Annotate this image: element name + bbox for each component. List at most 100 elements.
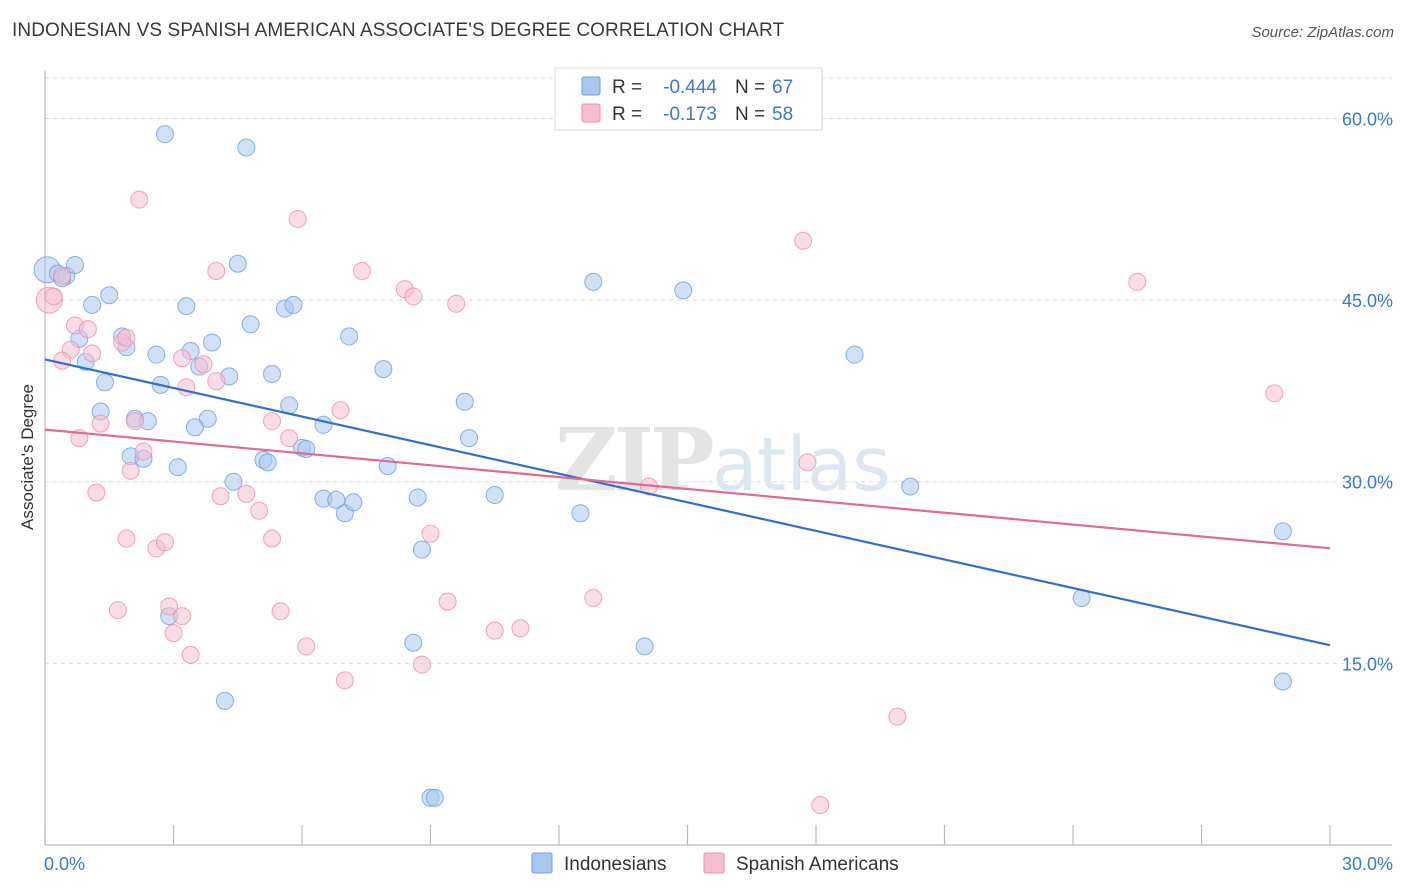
indonesians-point (241, 315, 260, 334)
indonesians-point (147, 345, 166, 364)
indonesians-point (571, 504, 590, 523)
spanish-americans-point (485, 621, 504, 640)
chart-title: INDONESIAN VS SPANISH AMERICAN ASSOCIATE… (12, 20, 785, 41)
spanish-americans-point (121, 461, 140, 480)
legend-series-name: Spanish Americans (736, 854, 899, 875)
spanish-americans-point (331, 401, 350, 420)
indonesians-point (314, 415, 333, 434)
indonesians-point (168, 458, 187, 477)
indonesians-point (258, 453, 277, 472)
indonesians-point (845, 345, 864, 364)
spanish-americans-point (117, 328, 136, 347)
spanish-americans-point (117, 529, 136, 548)
indonesians-point (425, 788, 444, 807)
indonesians-point (237, 138, 256, 157)
spanish-americans-point (53, 351, 72, 370)
indonesians-point (901, 477, 920, 496)
spanish-americans-point (404, 287, 423, 306)
legend-r-value: -0.173 (663, 104, 717, 125)
spanish-americans-point (78, 320, 97, 339)
indonesians-point (100, 286, 119, 305)
indonesians-point (215, 691, 234, 710)
watermark-zip: ZIP (555, 410, 713, 511)
legend-series-name: Indonesians (564, 854, 666, 875)
indonesians-point (83, 295, 102, 314)
spanish-americans-point (288, 209, 307, 228)
indonesians-point (674, 281, 693, 300)
indonesians-point (340, 327, 359, 346)
spanish-americans-trend-line (44, 428, 1331, 550)
indonesians-point (263, 364, 282, 383)
spanish-americans-point (250, 501, 269, 520)
spanish-americans-point (280, 429, 299, 448)
spanish-americans-point (584, 588, 603, 607)
spanish-americans-point (271, 602, 290, 621)
indonesians-point (344, 493, 363, 512)
bottom-legend: Indonesians Spanish Americans (531, 852, 899, 875)
legend-swatch (703, 852, 725, 874)
y-tick-label: 60.0% (1342, 109, 1393, 129)
spanish-americans-point (263, 529, 282, 548)
spanish-americans-point (130, 190, 149, 209)
indonesians-trend-line (44, 358, 1331, 647)
spanish-americans-point (173, 607, 192, 626)
legend-r-value: -0.444 (663, 77, 717, 98)
indonesians-point (1273, 522, 1292, 541)
spanish-americans-point (263, 412, 282, 431)
spanish-americans-point (53, 266, 72, 285)
y-tick-label: 30.0% (1342, 473, 1393, 493)
spanish-americans-point (155, 533, 174, 552)
indonesians-point (408, 488, 427, 507)
indonesians-point (584, 272, 603, 291)
spanish-americans-point (194, 355, 213, 374)
spanish-americans-point (412, 655, 431, 674)
legend-n-value: 58 (772, 104, 793, 125)
source-credit: Source: ZipAtlas.com (1251, 24, 1394, 41)
legend-swatch (531, 852, 553, 874)
y-tick-label: 15.0% (1342, 654, 1393, 674)
indonesians-point (155, 125, 174, 144)
indonesians-point (485, 486, 504, 505)
legend-n-value: 67 (772, 77, 793, 98)
indonesians-point (1273, 672, 1292, 691)
indonesians-point (177, 297, 196, 316)
spanish-americans-point (207, 372, 226, 391)
spanish-americans-point (91, 414, 110, 433)
indonesians-point (460, 429, 479, 448)
indonesians-point (203, 333, 222, 352)
spanish-americans-point (335, 671, 354, 690)
spanish-americans-point (1128, 272, 1147, 291)
spanish-americans-point (87, 483, 106, 502)
spanish-americans-point (160, 597, 179, 616)
legend-swatch (581, 76, 601, 96)
spanish-americans-point (1265, 384, 1284, 403)
legend-r-label: R = (612, 77, 642, 98)
y-tick-label: 45.0% (1342, 291, 1393, 311)
indonesians-point (412, 540, 431, 559)
spanish-americans-point (798, 453, 817, 472)
spanish-americans-point (134, 442, 153, 461)
spanish-americans-point (811, 796, 830, 815)
indonesians-point (228, 254, 247, 273)
spanish-americans-point (207, 262, 226, 281)
spanish-americans-point (888, 707, 907, 726)
spanish-americans-point (83, 344, 102, 363)
spanish-americans-point (108, 601, 127, 620)
legend-swatch (581, 103, 601, 123)
spanish-americans-point (44, 287, 63, 306)
indonesians-point (95, 373, 114, 392)
spanish-americans-point (164, 624, 183, 643)
axis-layer: 15.0% 30.0% 45.0% 60.0% 0.0% 30.0% Associate's… (18, 70, 1393, 874)
watermark-layer: ZIP atlas (555, 410, 891, 511)
spanish-americans-point (211, 487, 230, 506)
indonesians-point (635, 637, 654, 656)
indonesians-point (198, 409, 217, 428)
legend-n-label: N = (735, 77, 765, 98)
spanish-americans-point (237, 484, 256, 503)
spanish-americans-point (297, 637, 316, 656)
indonesians-point (65, 255, 84, 274)
spanish-americans-point (511, 619, 530, 638)
indonesians-point (284, 295, 303, 314)
spanish-americans-point (447, 294, 466, 313)
